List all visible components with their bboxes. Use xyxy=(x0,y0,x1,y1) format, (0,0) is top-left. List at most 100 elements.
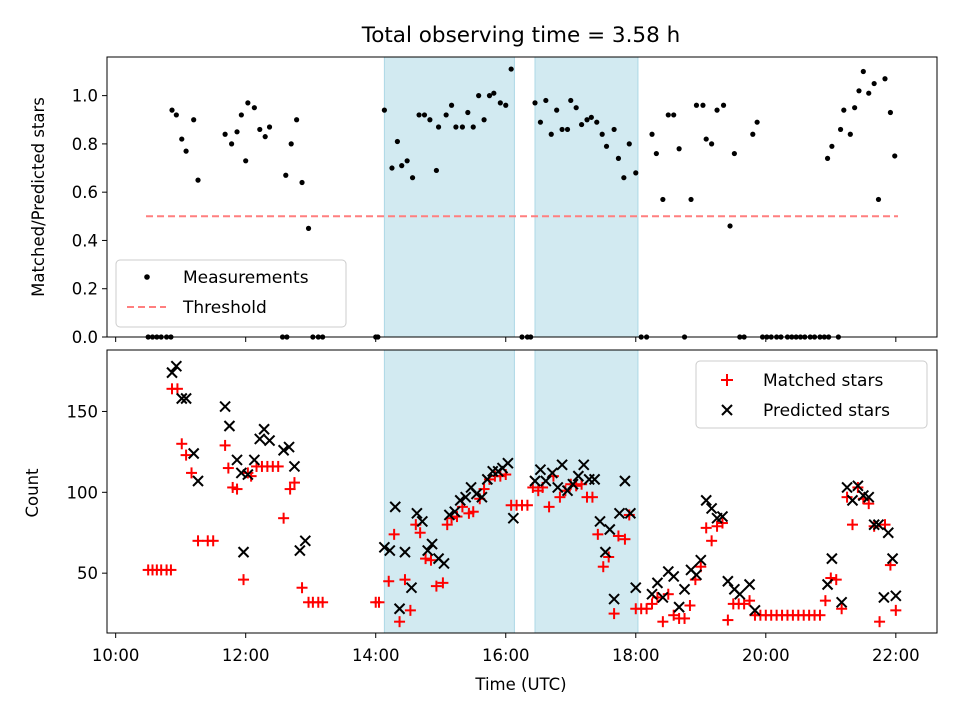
matched-point xyxy=(420,553,432,565)
measurement-point xyxy=(660,196,666,203)
measurement-point xyxy=(381,107,387,113)
measurement-point xyxy=(653,150,659,157)
predicted-point xyxy=(556,459,568,471)
measurement-point xyxy=(676,146,682,152)
measurement-point xyxy=(503,102,509,108)
measurement-point xyxy=(459,124,466,130)
measurement-point xyxy=(491,90,497,96)
predicted-point xyxy=(868,518,880,531)
measurement-point xyxy=(693,102,700,108)
predicted-point xyxy=(890,590,902,602)
predicted-point xyxy=(886,552,899,565)
shaded-intervals xyxy=(383,349,639,634)
x-axis-label: Time (UTC) xyxy=(474,675,566,694)
predicted-point xyxy=(187,447,200,460)
predicted-point xyxy=(705,502,718,515)
predicted-point xyxy=(223,420,236,432)
matched-point xyxy=(641,603,653,615)
predicted-point xyxy=(852,480,864,492)
measurement-point xyxy=(621,175,627,181)
matched-point xyxy=(238,574,250,586)
predicted-point xyxy=(572,470,585,482)
predicted-point xyxy=(613,507,626,520)
predicted-point xyxy=(476,491,488,503)
measurement-point xyxy=(476,93,482,99)
predicted-point xyxy=(835,596,848,608)
y-tick-label: 0.6 xyxy=(72,183,98,202)
predicted-point xyxy=(846,494,859,507)
measurement-point xyxy=(573,105,579,111)
y-tick-label: 50 xyxy=(77,564,98,583)
matched-point xyxy=(437,577,449,589)
measurement-point xyxy=(222,131,228,137)
matched-point xyxy=(317,596,329,608)
measurement-point xyxy=(191,117,197,123)
matched-point xyxy=(836,603,848,615)
x-tick-label: 12:00 xyxy=(222,646,270,665)
matched-point xyxy=(404,604,416,616)
top-panel: 0.0 0.2 0.4 0.6 0.8 1.0 Matched/Predicted sta… xyxy=(29,56,938,347)
measurement-point xyxy=(871,80,877,87)
predicted-point xyxy=(821,578,834,591)
measurement-point xyxy=(257,126,263,133)
measurement-point xyxy=(671,112,677,118)
predicted-point xyxy=(170,360,183,372)
matched-point xyxy=(383,575,395,587)
chart-title: Total observing time = 3.58 h xyxy=(361,23,681,48)
measurement-point xyxy=(841,107,847,113)
predicted-point xyxy=(630,582,642,594)
legend-measurements-label: Measurements xyxy=(183,268,309,288)
predicted-point xyxy=(399,546,411,558)
measurement-point xyxy=(578,121,585,128)
matched-point xyxy=(874,616,886,628)
matched-point xyxy=(814,609,826,621)
predicted-point xyxy=(534,463,547,476)
predicted-point xyxy=(749,604,761,617)
measurement-point xyxy=(266,124,273,130)
predicted-point xyxy=(578,459,590,471)
measurement-point xyxy=(615,155,622,161)
measurement-point xyxy=(594,119,600,125)
predicted-point xyxy=(449,506,461,518)
predicted-point xyxy=(411,507,423,520)
legend-measurements-marker xyxy=(144,274,150,280)
top-legend-box xyxy=(115,259,347,328)
predicted-point xyxy=(288,460,301,473)
predicted-point xyxy=(237,546,250,558)
predicted-point xyxy=(235,467,248,479)
y-tick-label: 100 xyxy=(67,483,99,502)
bottom-legend-box xyxy=(695,360,928,429)
matched-point xyxy=(180,449,192,461)
measurement-point xyxy=(238,112,244,118)
matched-point xyxy=(586,491,598,503)
measurement-point xyxy=(688,196,694,203)
y-tick-label: 0.2 xyxy=(72,280,98,299)
predicted-point xyxy=(695,554,707,566)
measurement-point xyxy=(665,112,671,118)
measurement-point xyxy=(626,141,632,147)
matched-point xyxy=(521,499,533,511)
predicted-point xyxy=(378,541,391,553)
matched-point xyxy=(684,600,696,612)
matched-point xyxy=(207,535,219,547)
matched-point xyxy=(441,519,453,531)
legend-matched-marker xyxy=(721,374,733,386)
x-tick-label: 14:00 xyxy=(352,646,400,665)
measurement-point xyxy=(892,153,898,159)
matched-point xyxy=(651,591,663,603)
top-y-label: Matched/Predicted stars xyxy=(29,97,48,297)
matched-point xyxy=(722,614,734,626)
measurement-point xyxy=(599,131,605,137)
measurement-point xyxy=(548,131,554,137)
predicted-point xyxy=(722,575,734,587)
predicted-point xyxy=(422,544,434,557)
matched-point xyxy=(619,533,631,545)
measurement-point xyxy=(649,131,655,137)
measurement-point xyxy=(559,126,565,133)
matched-point xyxy=(554,491,566,503)
predicted-point xyxy=(882,527,894,539)
predicted-point xyxy=(294,544,306,557)
measurement-point xyxy=(435,124,442,130)
measurement-point xyxy=(754,119,760,125)
measurement-point xyxy=(887,109,894,116)
